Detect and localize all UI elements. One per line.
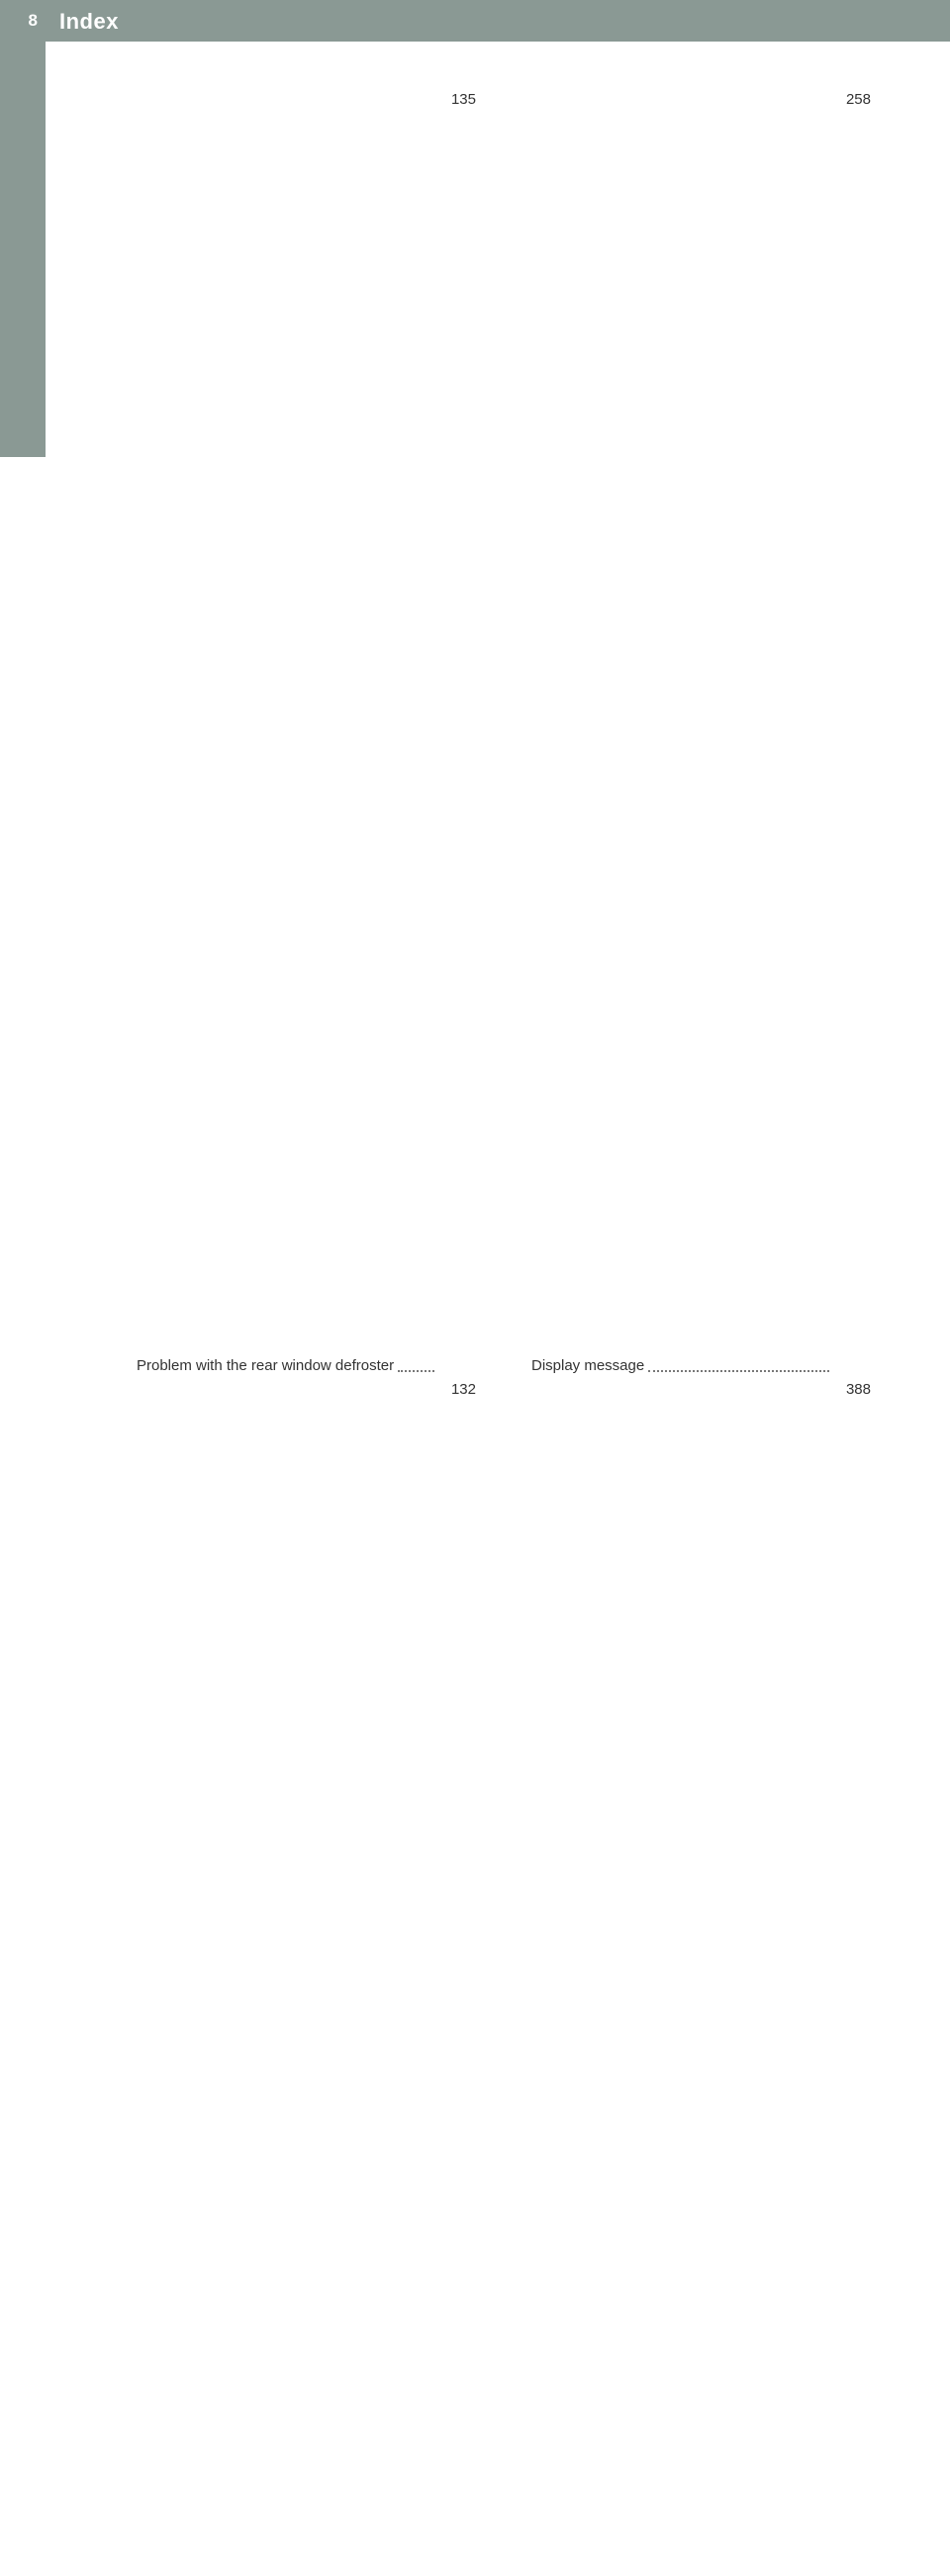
entry-page: 135 [438,89,476,1377]
index-page: 8 Index Problem with the rear window def… [0,0,950,2576]
page-number: 8 [0,0,46,42]
side-tab [0,42,46,457]
right-column: Display message258Filling capacity388Imp… [514,89,871,2576]
index-entry: Problems with cooling with air dehumidif… [119,1379,476,2576]
page-title: Index [46,0,950,42]
index-entry: Filling capacity388 [514,1379,871,2576]
dot-leader [648,1370,829,1372]
entry-page: 388 [833,1379,871,2576]
entry-label: Display message [514,1355,644,1378]
index-columns: Problem with the rear window defroster 13… [0,42,950,2576]
left-column: Problem with the rear window defroster 13… [119,89,476,2576]
entry-page: 258 [833,89,871,1377]
page-header: 8 Index [0,0,950,42]
dot-leader [398,1370,434,1372]
index-entry: Problem with the rear window defroster 13… [119,89,476,1377]
entry-page: 132 [438,1379,476,2576]
entry-label: Problem with the rear window defroster [119,1355,394,1378]
index-entry: Display message 258 [514,89,871,1377]
